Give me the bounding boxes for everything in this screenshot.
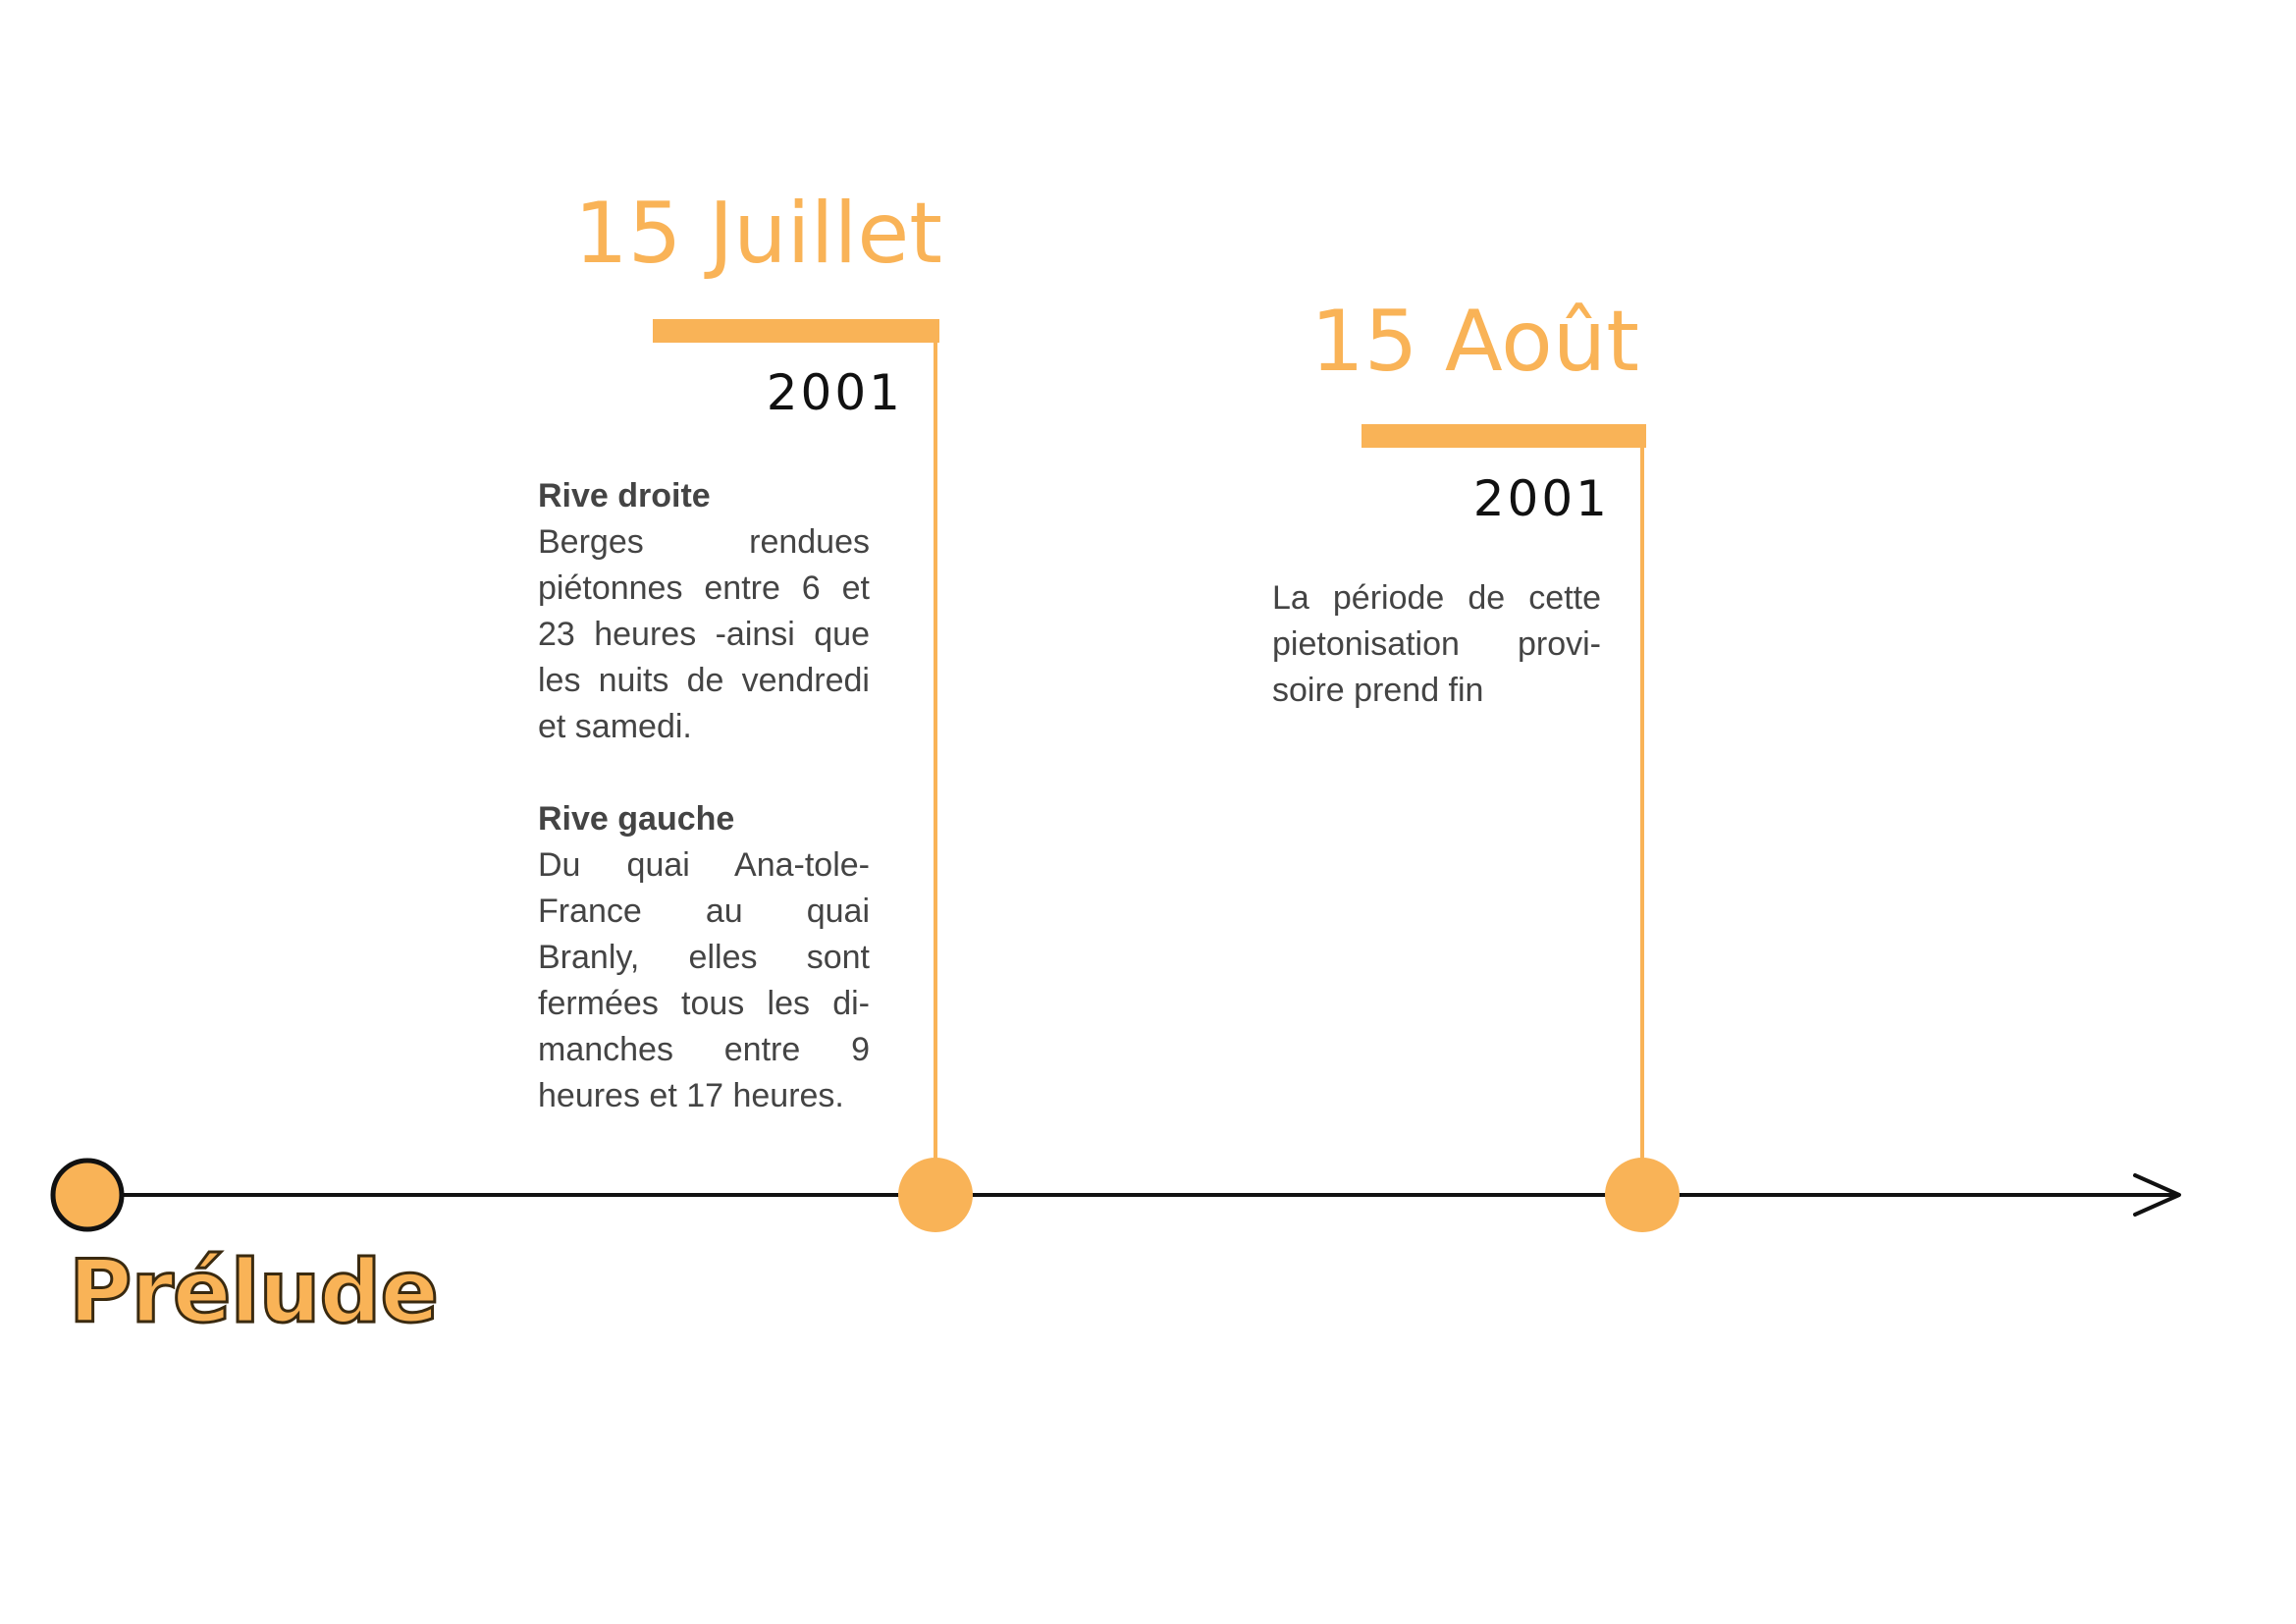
event-1-year: 2001 (766, 364, 903, 421)
start-marker (50, 1158, 125, 1232)
event-1-section-1-title: Rive droite (538, 477, 711, 514)
event-2-description: La période de cette pietonisation provi-… (1272, 575, 1601, 714)
event-1-header-bar (653, 319, 939, 343)
event-2-date: 15 Août (1310, 293, 1639, 391)
timeline-arrowhead (2133, 1173, 2181, 1217)
event-2-connector (1640, 424, 1644, 1193)
event-1-section-1-text: Berges rendues piétonnes entre 6 et 23 h… (538, 523, 870, 745)
event-1-date: 15 Juillet (574, 185, 942, 283)
event-2-year: 2001 (1472, 470, 1610, 527)
event-1-section-2-title: Rive gauche (538, 800, 735, 838)
event-1-connector (934, 319, 937, 1193)
event-2-text: La période de cette pietonisation provi-… (1272, 579, 1601, 709)
event-2-header-bar (1362, 424, 1646, 448)
event-1-description: Rive droite Berges rendues piétonnes ent… (538, 473, 870, 1119)
event-1-section-2-text: Du quai Ana-tole-France au quai Branly, … (538, 846, 870, 1114)
start-label: Prélude (67, 1241, 440, 1342)
